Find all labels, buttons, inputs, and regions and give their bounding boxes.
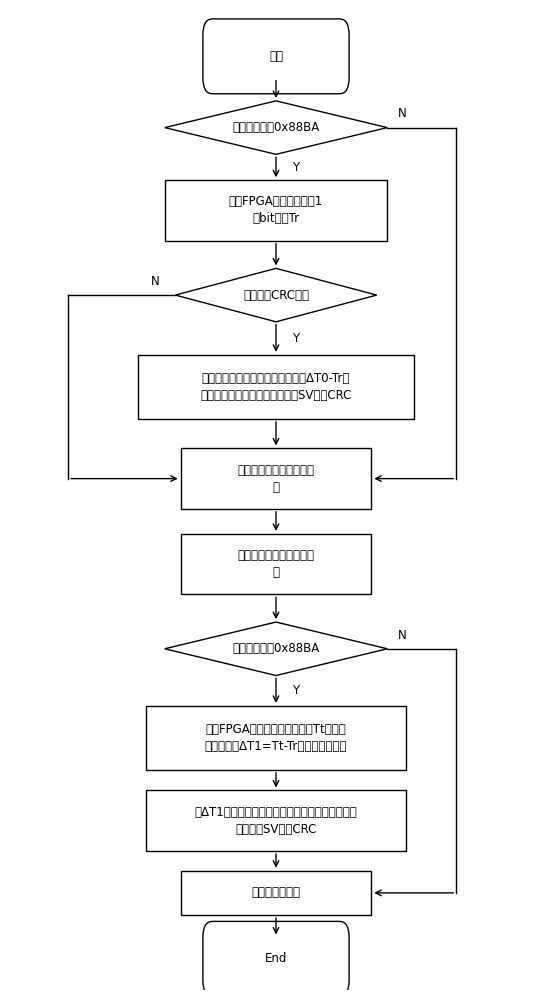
Bar	[146, 790, 406, 851]
Text: Y: Y	[292, 684, 299, 697]
Text: N: N	[151, 275, 160, 288]
Text: 检索固有延时通道的品质位置，将ΔT0-Tr填
入该位置，并重新计算更改后的SV报文CRC: 检索固有延时通道的品质位置，将ΔT0-Tr填 入该位置，并重新计算更改后的SV报…	[200, 372, 352, 402]
FancyBboxPatch shape	[203, 921, 349, 996]
Text: 将ΔT1写入固有延时通道的品质位置，并重新计算
更改后的SV报文CRC: 将ΔT1写入固有延时通道的品质位置，并重新计算 更改后的SV报文CRC	[195, 806, 357, 836]
Text: N: N	[398, 107, 407, 120]
Bar	[138, 355, 414, 419]
Text: 以太网类型为0x88BA: 以太网类型为0x88BA	[232, 121, 320, 134]
FancyBboxPatch shape	[203, 19, 349, 94]
Bar	[181, 534, 371, 594]
Polygon shape	[164, 622, 388, 676]
Text: Y: Y	[292, 161, 299, 174]
Text: 整个报文CRC检验: 整个报文CRC检验	[243, 289, 309, 302]
Bar	[164, 180, 388, 241]
Text: End: End	[265, 952, 287, 965]
Bar	[181, 871, 371, 915]
Text: 开始: 开始	[269, 50, 283, 63]
Text: 从端口输出报文: 从端口输出报文	[252, 886, 300, 899]
Text: N: N	[398, 629, 407, 642]
Text: 报文转发给以太网交换芯
片: 报文转发给以太网交换芯 片	[237, 464, 315, 494]
Polygon shape	[176, 268, 376, 322]
Text: 输出FPGA记录报文的离开时间Tt，计算
出驻留时间ΔT1=Tt-Tr，用二进制表示: 输出FPGA记录报文的离开时间Tt，计算 出驻留时间ΔT1=Tt-Tr，用二进制…	[205, 723, 347, 753]
Polygon shape	[164, 101, 388, 154]
Bar	[146, 706, 406, 770]
Text: 报文转发，从目标端口输
出: 报文转发，从目标端口输 出	[237, 549, 315, 579]
Bar	[181, 448, 371, 509]
Text: Y: Y	[292, 332, 299, 345]
Text: 输入FPGA记录报文的第1
个bit时间Tr: 输入FPGA记录报文的第1 个bit时间Tr	[229, 195, 323, 225]
Text: 以太网类型为0x88BA: 以太网类型为0x88BA	[232, 642, 320, 655]
